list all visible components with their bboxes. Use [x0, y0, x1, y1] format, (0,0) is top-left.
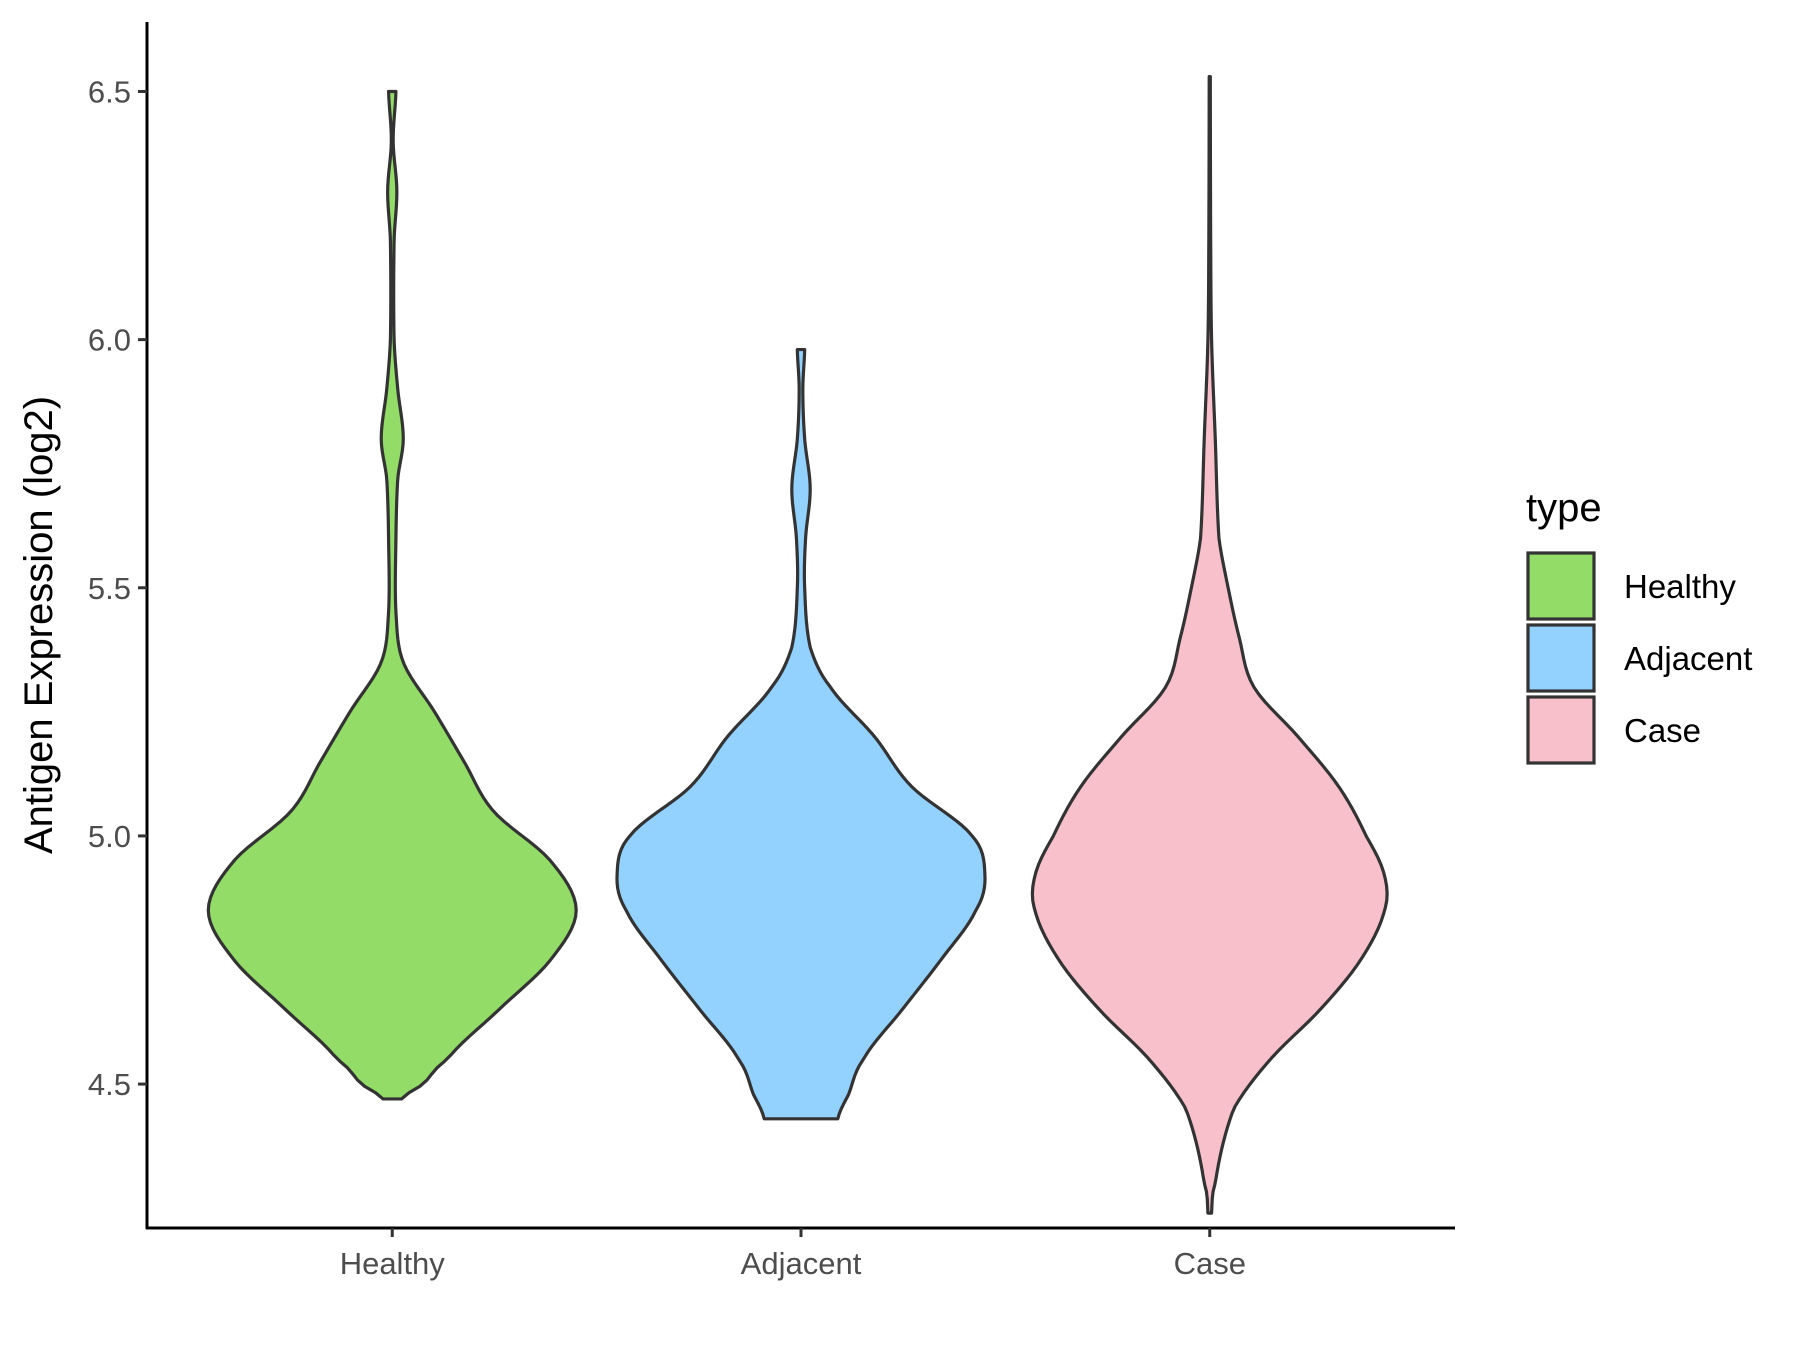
x-tick-label-case: Case — [1174, 1246, 1246, 1281]
y-tick-label: 6.0 — [88, 323, 131, 358]
violin-case — [1030, 74, 1389, 1215]
x-tick-label-healthy: Healthy — [340, 1246, 446, 1281]
legend-key-adjacent — [1526, 623, 1596, 693]
legend-key-healthy — [1526, 551, 1596, 621]
violin-healthy — [206, 89, 578, 1101]
legend-label-healthy: Healthy — [1624, 568, 1736, 605]
y-axis-ticks: 4.5 5.0 5.5 6.0 6.5 — [88, 74, 147, 1102]
y-tick-label: 6.5 — [88, 74, 131, 109]
legend-title: type — [1526, 486, 1602, 530]
y-tick-label: 5.5 — [88, 571, 131, 606]
y-tick-label: 5.0 — [88, 819, 131, 854]
legend-label-case: Case — [1624, 712, 1701, 749]
x-tick-label-adjacent: Adjacent — [741, 1246, 862, 1281]
legend: type Healthy Adjacent Case — [1526, 486, 1752, 765]
violin-adjacent — [615, 347, 987, 1121]
legend-items: Healthy Adjacent Case — [1526, 551, 1752, 765]
x-axis-ticks: Healthy Adjacent Case — [340, 1228, 1246, 1281]
y-tick-label: 4.5 — [88, 1067, 131, 1102]
legend-key-case — [1526, 695, 1596, 765]
legend-label-adjacent: Adjacent — [1624, 640, 1752, 677]
violin-layer — [206, 74, 1389, 1215]
y-axis-title: Antigen Expression (log2) — [17, 396, 61, 854]
